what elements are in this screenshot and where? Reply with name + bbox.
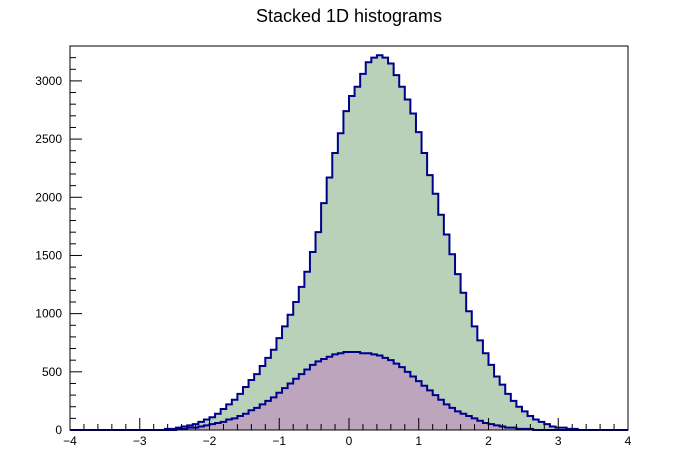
histogram-lower-fill [70, 352, 628, 430]
histogram-lower-line [70, 351, 628, 431]
histogram-total-line [70, 54, 628, 431]
y-tick-label: 0 [55, 423, 62, 437]
x-tick-label: 0 [346, 434, 353, 448]
x-tick-label: 3 [555, 434, 562, 448]
x-tick-label: −3 [133, 434, 147, 448]
y-tick-label: 2000 [35, 190, 62, 204]
x-tick-label: −1 [272, 434, 286, 448]
chart-title: Stacked 1D histograms [255, 6, 443, 26]
y-tick-label: 1500 [35, 248, 62, 262]
y-tick-label: 500 [42, 365, 62, 379]
x-tick-label: −4 [63, 434, 77, 448]
x-tick-label: 1 [415, 434, 422, 448]
x-tick-label: 2 [485, 434, 492, 448]
y-tick-label: 3000 [35, 74, 62, 88]
x-tick-label: 4 [625, 434, 632, 448]
x-tick-label: −2 [203, 434, 217, 448]
histogram-total-fill [70, 55, 628, 431]
y-tick-label: 2500 [35, 132, 62, 146]
y-tick-label: 1000 [35, 307, 62, 321]
